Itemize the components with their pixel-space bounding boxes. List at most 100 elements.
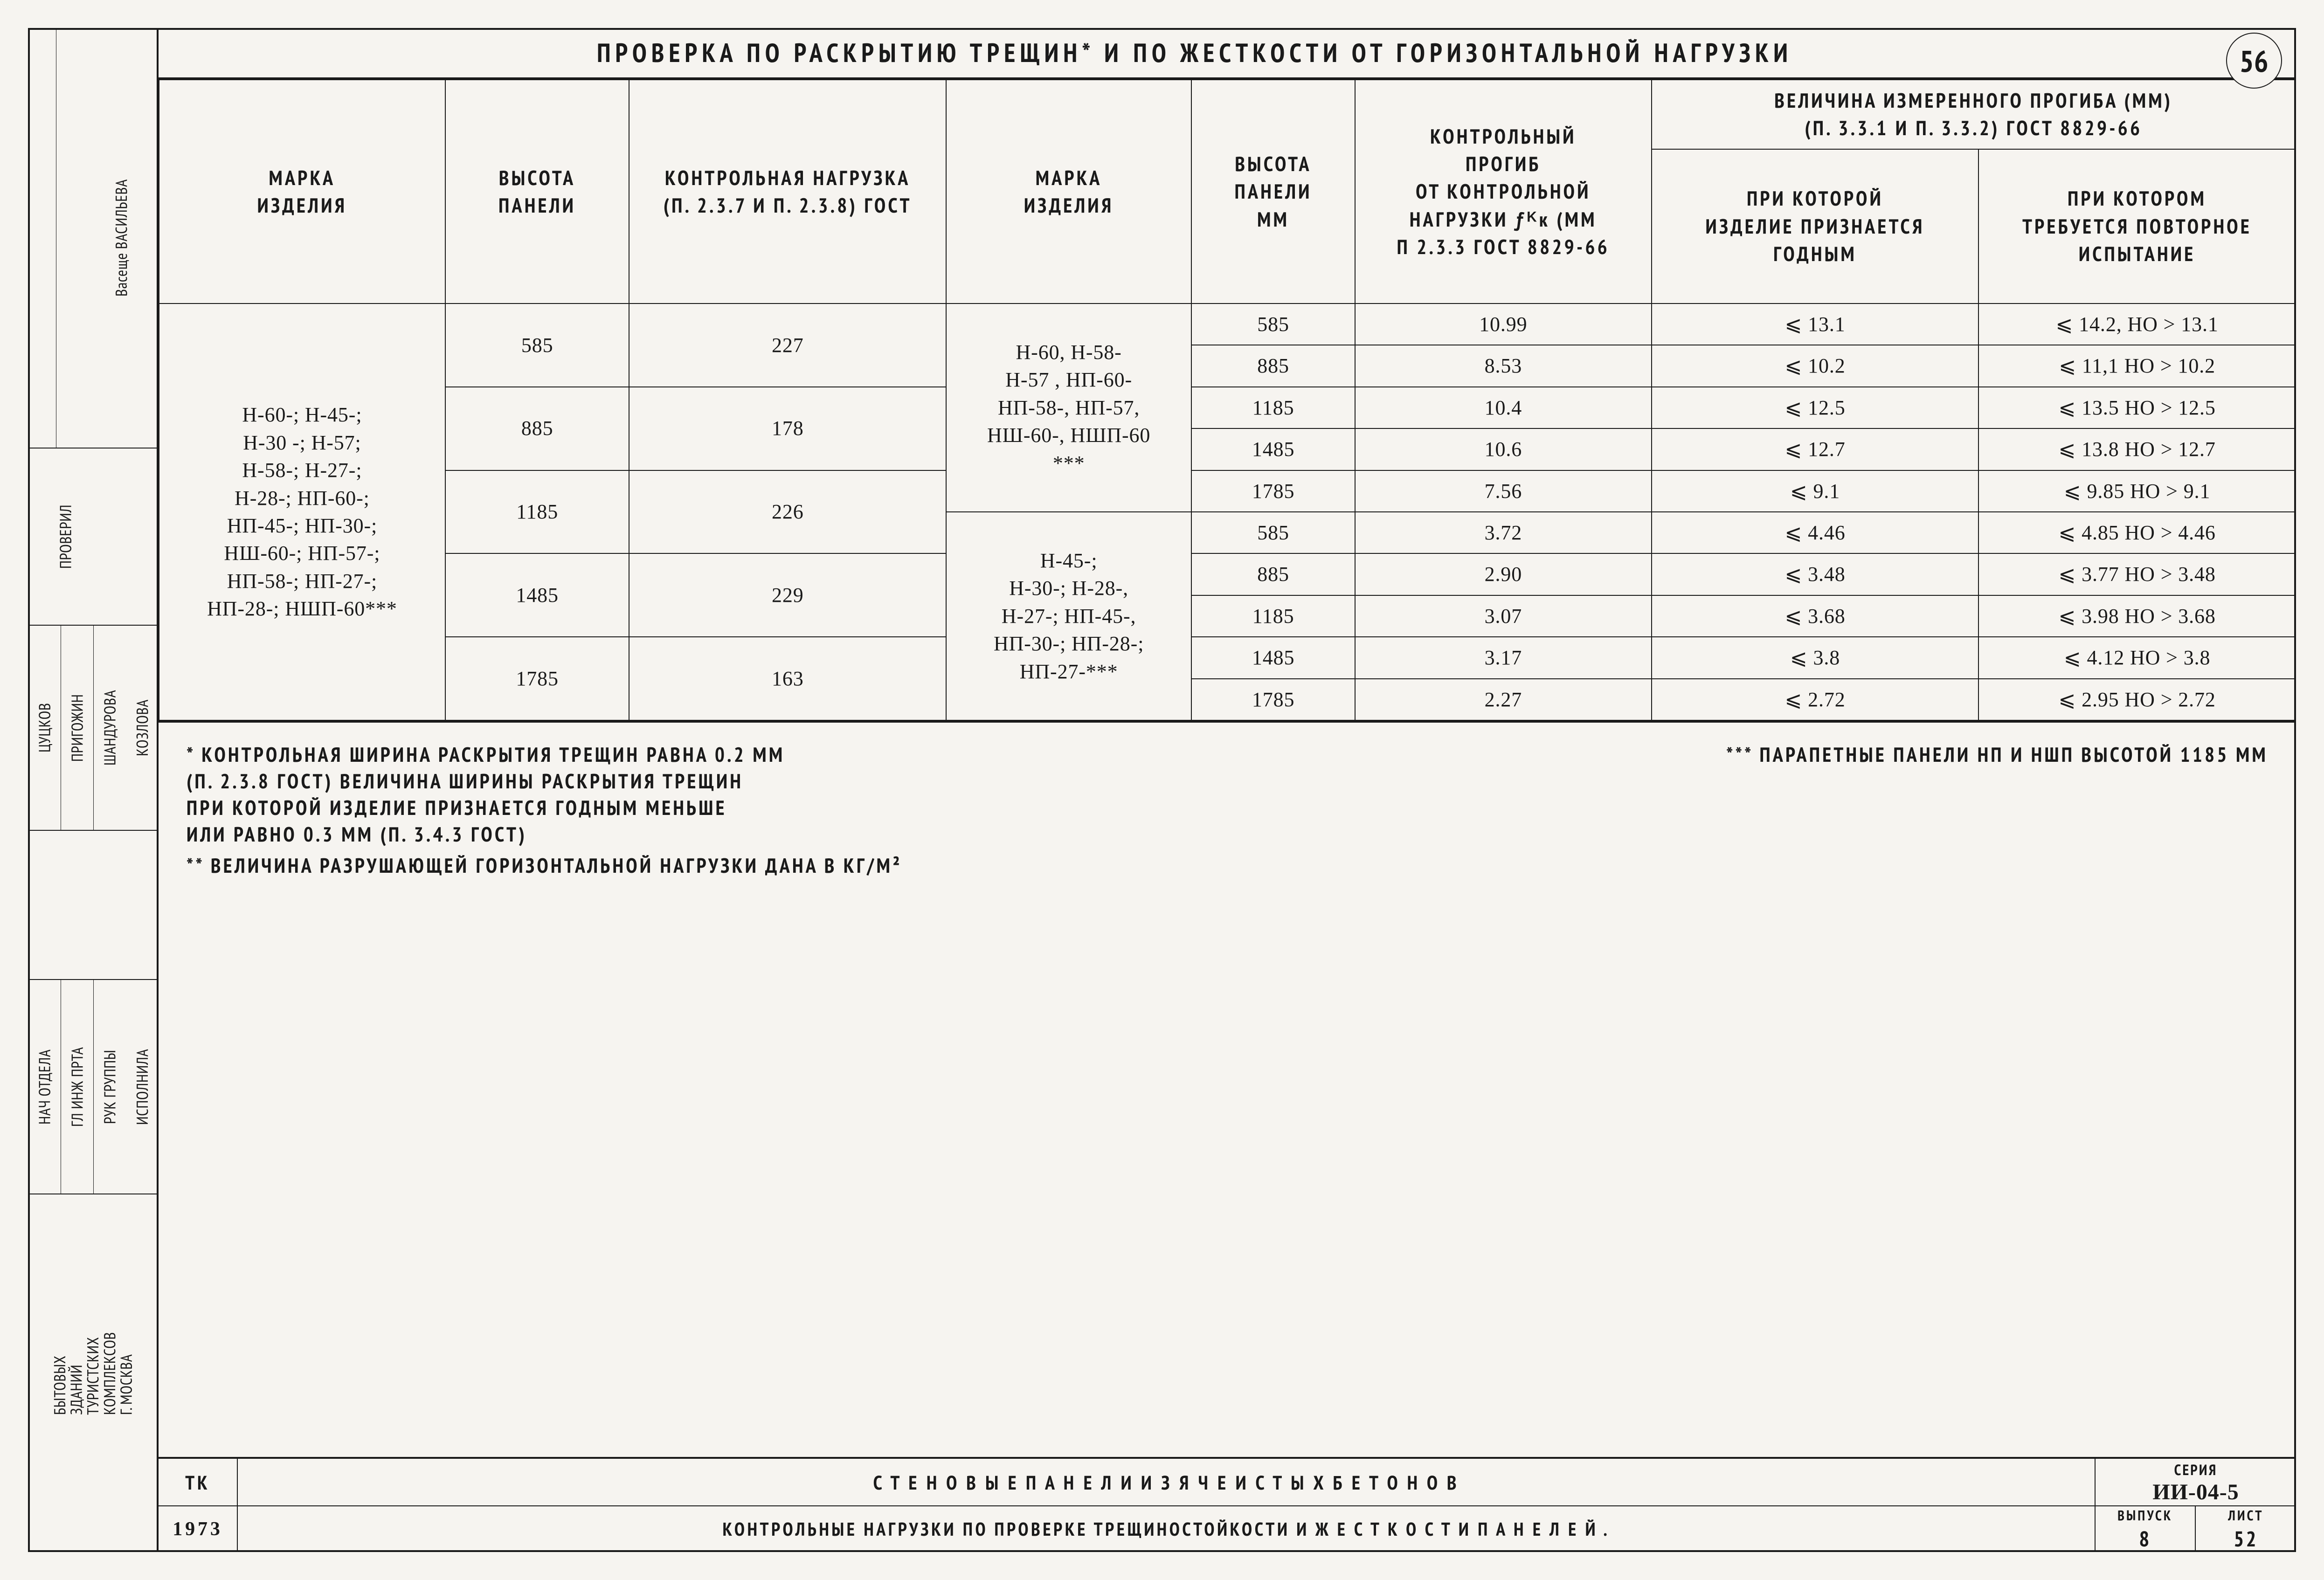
- rr-2: ⩽ 13.5 НО > 12.5: [1978, 387, 2296, 428]
- tb-issue-val: 8: [2139, 1525, 2151, 1552]
- lh-0: 585: [445, 304, 629, 387]
- rh-8: 1485: [1191, 637, 1355, 678]
- ls-bottom: БЫТОВЫХ ЗДАНИЙ ТУРИСТСКИХ КОМПЛЕКСОВ Г. …: [28, 1194, 159, 1552]
- h-c7: ПРИ КОТОРОЙ ИЗДЕЛИЕ ПРИЗНАЕТСЯ ГОДНЫМ: [1652, 149, 1979, 304]
- page-number-bubble: 56: [2226, 33, 2282, 89]
- ll-1: 178: [629, 387, 946, 470]
- lh-1: 885: [445, 387, 629, 470]
- ls-b4-2: РУК ГРУППЫ: [93, 980, 126, 1194]
- footnote-3: *** ПАРАПЕТНЫЕ ПАНЕЛИ НП И НШП ВЫСОТОЙ 1…: [1726, 741, 2268, 768]
- rh-7: 1185: [1191, 595, 1355, 637]
- lh-4: 1785: [445, 637, 629, 720]
- rg-3: ⩽ 12.7: [1652, 428, 1979, 470]
- rf-2: 10.4: [1355, 387, 1652, 428]
- ls-b3-2: ШАНДУРОВА: [93, 626, 126, 830]
- rr-7: ⩽ 3.98 НО > 3.68: [1978, 595, 2296, 637]
- ls-sign2: [28, 831, 93, 979]
- drawing-sheet: 56 Васеще ВАСИЛЬЕВА ПРОВЕРИЛ ЦУЦКОВ ПРИГ…: [0, 0, 2324, 1580]
- row-6: 1485 229 885 2.90 ⩽ 3.48 ⩽ 3.77 НО > 3.4…: [159, 553, 2296, 595]
- row-0: Н-60-; Н-45-; Н-30 -; Н-57; Н-58-; Н-27-…: [159, 304, 2296, 345]
- tb-title1: С Т Е Н О В Ы Е П А Н Е Л И И З Я Ч Е И …: [238, 1459, 2096, 1505]
- ls-b4-0: НАЧ ОТДЕЛА: [28, 980, 61, 1194]
- rr-6: ⩽ 3.77 НО > 3.48: [1978, 553, 2296, 595]
- ls-sign3: [93, 831, 159, 979]
- main-table: МАРКА ИЗДЕЛИЯ ВЫСОТА ПАНЕЛИ КОНТРОЛЬНАЯ …: [159, 79, 2296, 721]
- ls-upper-label: Васеще ВАСИЛЬЕВА: [84, 28, 159, 448]
- rr-8: ⩽ 4.12 НО > 3.8: [1978, 637, 2296, 678]
- tb-sheet-val: 52: [2234, 1525, 2258, 1552]
- tb-series: СЕРИЯ ИИ-04-5: [2096, 1459, 2296, 1505]
- rh-4: 1785: [1191, 470, 1355, 512]
- rr-5: ⩽ 4.85 НО > 4.46: [1978, 512, 2296, 553]
- ls-b3-1: ПРИГОЖИН: [61, 626, 93, 830]
- rf-6: 2.90: [1355, 553, 1652, 595]
- rh-2: 1185: [1191, 387, 1355, 428]
- rh-6: 885: [1191, 553, 1355, 595]
- ll-0: 227: [629, 304, 946, 387]
- tb-sheet-lbl: ЛИСТ: [2228, 1506, 2263, 1525]
- tb-tk: ТК: [159, 1459, 238, 1505]
- rh-3: 1485: [1191, 428, 1355, 470]
- ls-b3-0: ЦУЦКОВ: [28, 626, 61, 830]
- rf-0: 10.99: [1355, 304, 1652, 345]
- rg-9: ⩽ 2.72: [1652, 679, 1979, 720]
- rh-5: 585: [1191, 512, 1355, 553]
- main-content: ПРОВЕРКА ПО РАСКРЫТИЮ ТРЕЩИН* И ПО ЖЕСТК…: [159, 28, 2296, 1552]
- rf-8: 3.17: [1355, 637, 1652, 678]
- lh-2: 1185: [445, 470, 629, 554]
- ll-2: 226: [629, 470, 946, 554]
- rr-0: ⩽ 14.2, НО > 13.1: [1978, 304, 2296, 345]
- footnotes-block: * КОНТРОЛЬНАЯ ШИРИНА РАСКРЫТИЯ ТРЕЩИН РА…: [159, 721, 2296, 888]
- rf-1: 8.53: [1355, 345, 1652, 386]
- h-c3: КОНТРОЛЬНАЯ НАГРУЗКА (П. 2.3.7 И П. 2.3.…: [629, 80, 946, 304]
- row-2: 885 178 1185 10.4 ⩽ 12.5 ⩽ 13.5 НО > 12.…: [159, 387, 2296, 428]
- marka-left: Н-60-; Н-45-; Н-30 -; Н-57; Н-58-; Н-27-…: [159, 304, 445, 720]
- title-block: ТК С Т Е Н О В Ы Е П А Н Е Л И И З Я Ч Е…: [159, 1457, 2296, 1552]
- h-c6: КОНТРОЛЬНЫЙ ПРОГИБ ОТ КОНТРОЛЬНОЙ НАГРУЗ…: [1355, 80, 1652, 304]
- rr-3: ⩽ 13.8 НО > 12.7: [1978, 428, 2296, 470]
- ls-b4-3: ИСПОЛНИЛА: [126, 980, 159, 1194]
- tb-series-val: ИИ-04-5: [2152, 1479, 2239, 1505]
- rf-3: 10.6: [1355, 428, 1652, 470]
- h-c4: МАРКА ИЗДЕЛИЯ: [946, 80, 1191, 304]
- rg-1: ⩽ 10.2: [1652, 345, 1979, 386]
- ls-b3-3: КОЗЛОВА: [126, 626, 159, 830]
- row-4: 1185 226 1785 7.56 ⩽ 9.1 ⩽ 9.85 НО > 9.1: [159, 470, 2296, 512]
- rf-9: 2.27: [1355, 679, 1652, 720]
- ls-b4-1: ГЛ ИНЖ ПРТА: [61, 980, 93, 1194]
- marka-right-2: Н-45-; Н-30-; Н-28-, Н-27-; НП-45-, НП-3…: [946, 512, 1191, 720]
- rr-4: ⩽ 9.85 НО > 9.1: [1978, 470, 2296, 512]
- rh-1: 885: [1191, 345, 1355, 386]
- ls-col2: [56, 28, 84, 448]
- rg-5: ⩽ 4.46: [1652, 512, 1979, 553]
- left-approval-strip: Васеще ВАСИЛЬЕВА ПРОВЕРИЛ ЦУЦКОВ ПРИГОЖИ…: [28, 28, 159, 1552]
- row-8: 1785 163 1485 3.17 ⩽ 3.8 ⩽ 4.12 НО > 3.8: [159, 637, 2296, 678]
- h-c5: ВЫСОТА ПАНЕЛИ ММ: [1191, 80, 1355, 304]
- footnote-2: ** ВЕЛИЧИНА РАЗРУШАЮЩЕЙ ГОРИЗОНТАЛЬНОЙ Н…: [187, 852, 2268, 879]
- rr-9: ⩽ 2.95 НО > 2.72: [1978, 679, 2296, 720]
- header-row-1: МАРКА ИЗДЕЛИЯ ВЫСОТА ПАНЕЛИ КОНТРОЛЬНАЯ …: [159, 80, 2296, 149]
- rg-0: ⩽ 13.1: [1652, 304, 1979, 345]
- tb-series-lbl: СЕРИЯ: [2174, 1460, 2218, 1479]
- rg-7: ⩽ 3.68: [1652, 595, 1979, 637]
- rh-0: 585: [1191, 304, 1355, 345]
- tb-issue-lbl: ВЫПУСК: [2117, 1506, 2172, 1525]
- ls-checked: ПРОВЕРИЛ: [28, 448, 103, 625]
- rg-8: ⩽ 3.8: [1652, 637, 1979, 678]
- h-c1: МАРКА ИЗДЕЛИЯ: [159, 80, 445, 304]
- h-c78top: ВЕЛИЧИНА ИЗМЕРЕННОГО ПРОГИБА (ММ) (П. 3.…: [1652, 80, 2296, 149]
- rg-4: ⩽ 9.1: [1652, 470, 1979, 512]
- ls-col1: [28, 28, 56, 448]
- ll-4: 163: [629, 637, 946, 720]
- tb-issue: ВЫПУСК 8: [2096, 1506, 2196, 1552]
- h-c8: ПРИ КОТОРОМ ТРЕБУЕТСЯ ПОВТОРНОЕ ИСПЫТАНИ…: [1978, 149, 2296, 304]
- tb-year: 1973: [159, 1506, 238, 1552]
- rf-7: 3.07: [1355, 595, 1652, 637]
- ls-sign1: [103, 448, 159, 625]
- tb-sheet: ЛИСТ 52: [2196, 1506, 2296, 1552]
- rg-2: ⩽ 12.5: [1652, 387, 1979, 428]
- rr-1: ⩽ 11,1 НО > 10.2: [1978, 345, 2296, 386]
- rg-6: ⩽ 3.48: [1652, 553, 1979, 595]
- ll-3: 229: [629, 553, 946, 637]
- rh-9: 1785: [1191, 679, 1355, 720]
